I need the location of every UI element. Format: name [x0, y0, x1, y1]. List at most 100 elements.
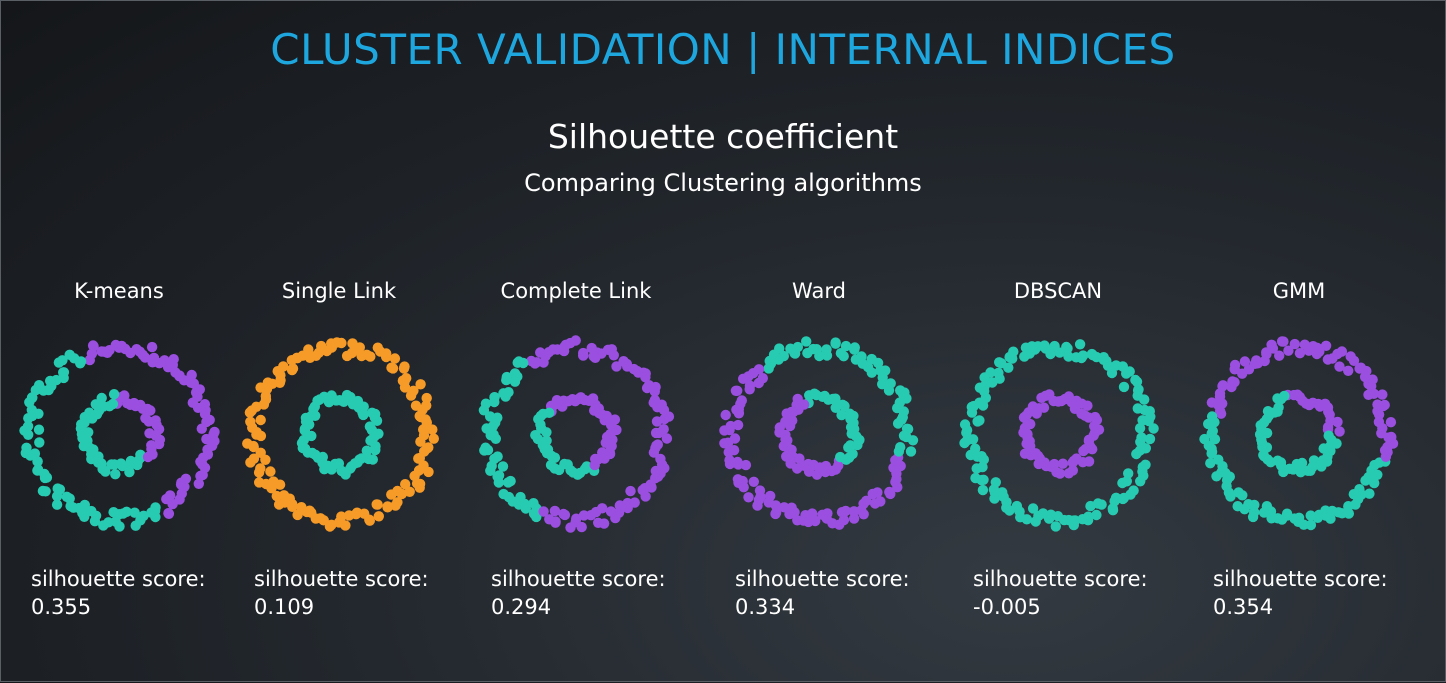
data-point — [649, 394, 661, 406]
data-point — [652, 439, 663, 450]
score-complete-link: silhouette score: 0.294 — [491, 565, 666, 621]
data-point — [1225, 491, 1236, 502]
data-point — [1211, 471, 1222, 482]
scatter-plot-gmm — [1199, 336, 1399, 531]
data-point — [597, 503, 608, 514]
data-point — [901, 431, 912, 443]
data-point — [861, 495, 872, 506]
data-point — [730, 385, 742, 396]
data-point — [253, 467, 265, 478]
data-point — [1130, 374, 1141, 386]
data-point — [25, 450, 36, 461]
score-label: silhouette score: — [973, 567, 1148, 591]
data-point — [255, 414, 266, 426]
data-point — [1237, 368, 1248, 379]
data-point — [361, 445, 372, 456]
data-point — [1134, 423, 1146, 434]
data-point — [821, 344, 832, 355]
data-point — [802, 347, 813, 359]
data-point — [650, 465, 661, 477]
data-point — [347, 338, 358, 349]
data-point — [397, 375, 409, 386]
data-point — [497, 461, 509, 472]
data-point — [168, 354, 179, 365]
data-point — [1237, 490, 1248, 501]
data-point — [1372, 399, 1383, 410]
data-point — [51, 491, 63, 502]
data-point — [1364, 488, 1375, 499]
data-point — [490, 433, 501, 444]
data-point — [421, 400, 432, 411]
data-point — [1296, 457, 1308, 469]
data-point — [1083, 456, 1095, 467]
data-point — [1325, 513, 1336, 524]
data-point — [373, 511, 384, 522]
data-point — [150, 430, 162, 441]
data-point — [209, 426, 220, 438]
data-point — [372, 342, 383, 353]
data-point — [840, 505, 851, 517]
data-point — [121, 506, 132, 517]
data-point — [1205, 458, 1216, 469]
slide-subtitle: Silhouette coefficient — [547, 117, 899, 156]
data-point — [1354, 484, 1365, 495]
data-point — [260, 454, 271, 465]
data-point — [399, 361, 410, 372]
data-point — [427, 424, 438, 435]
data-point — [1386, 431, 1397, 443]
data-point — [150, 502, 161, 513]
data-point — [428, 433, 439, 444]
data-point — [520, 503, 531, 514]
data-point — [872, 487, 883, 498]
data-point — [586, 342, 597, 354]
data-point — [1276, 336, 1288, 347]
data-point — [1091, 509, 1102, 521]
data-point — [41, 472, 53, 483]
score-value: 0.354 — [1213, 595, 1274, 619]
data-point — [408, 385, 419, 396]
data-point — [248, 441, 259, 453]
data-point — [1226, 381, 1237, 393]
score-value: 0.355 — [31, 595, 92, 619]
data-point — [1322, 354, 1334, 365]
data-point — [858, 509, 869, 520]
score-label: silhouette score: — [254, 567, 429, 591]
data-point — [719, 425, 730, 436]
data-point — [629, 497, 640, 508]
data-point — [485, 465, 496, 476]
score-value: -0.005 — [973, 595, 1041, 619]
data-point — [625, 485, 636, 497]
data-point — [588, 351, 599, 362]
data-point — [1074, 339, 1086, 350]
data-point — [781, 408, 792, 419]
data-point — [753, 377, 764, 389]
score-value: 0.294 — [491, 595, 552, 619]
data-point — [286, 355, 297, 366]
score-value: 0.109 — [254, 595, 315, 619]
data-point — [389, 353, 401, 364]
data-point — [655, 453, 666, 465]
data-point — [850, 354, 862, 365]
data-point — [733, 459, 744, 470]
data-point — [810, 515, 821, 527]
data-point — [1247, 511, 1259, 523]
data-point — [38, 385, 49, 396]
data-point — [743, 492, 754, 503]
data-point — [108, 389, 120, 400]
slide-title: CLUSTER VALIDATION | INTERNAL INDICES — [270, 25, 1176, 74]
data-point — [1305, 519, 1317, 531]
panel-label-complete-link: Complete Link — [500, 279, 652, 303]
data-point — [274, 479, 286, 490]
data-point — [971, 463, 982, 474]
data-point — [770, 508, 781, 520]
data-point — [124, 466, 135, 478]
data-point — [895, 385, 906, 396]
data-point — [1110, 360, 1122, 371]
data-point — [148, 352, 160, 364]
data-point — [653, 427, 665, 439]
data-point — [979, 372, 990, 383]
score-kmeans: silhouette score: 0.355 — [31, 565, 206, 621]
data-point — [535, 347, 546, 358]
data-point — [1373, 416, 1385, 428]
